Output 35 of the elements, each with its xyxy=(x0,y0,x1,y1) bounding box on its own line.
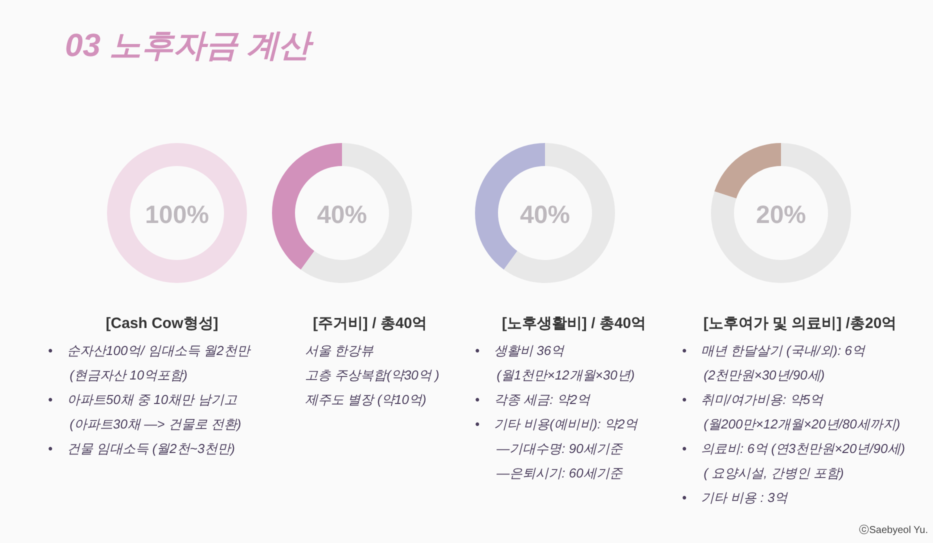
text: —은퇴시기: 60세기준 xyxy=(475,466,624,480)
text: 20% xyxy=(756,201,806,229)
text: 40% xyxy=(520,201,570,229)
text: (2천만원×30년/90세) xyxy=(682,368,825,382)
text: • 기타 비용(예비비): 약2억 xyxy=(475,416,639,432)
text: 40% xyxy=(316,201,368,229)
donut-slice xyxy=(300,143,412,283)
text: ( 요양시설, 간병인 포함) xyxy=(682,466,844,480)
text: [주거비] / 총40억 xyxy=(312,315,428,332)
donut-slice xyxy=(504,143,615,283)
text: (아파트30채 —> 건물로 전환) xyxy=(48,416,242,432)
text: • 생활비 36억 xyxy=(475,343,566,358)
donut-slice xyxy=(714,143,781,198)
text: [Cash Cow형성] xyxy=(106,315,218,332)
text: • 순자산100억/ 임대소득 월2천만 xyxy=(48,343,252,358)
text: • 각종 세금: 약2억 xyxy=(475,392,592,407)
text: • 아파트50채 중 10채만 남기고 xyxy=(48,392,238,407)
text: (월1천만×12개월×30년) xyxy=(475,368,635,382)
text: 100% xyxy=(145,201,209,229)
text: (현금자산 10억포함) xyxy=(48,368,188,382)
text: • 기타 비용 : 3억 xyxy=(682,490,789,505)
text: [노후여가 및 의료비] /총20억 xyxy=(703,315,897,332)
text: 고층 주상복합(약30억 ) xyxy=(305,368,440,382)
text: 03 노후자금 계산 xyxy=(65,27,314,63)
text: • 의료비: 6억 (연3천만원×20년/90세) xyxy=(682,441,906,456)
text: —기대수명: 90세기준 xyxy=(475,441,624,456)
text: [노후생활비] / 총40억 xyxy=(502,315,646,332)
text: ⓒSaebyeol Yu. xyxy=(859,524,928,536)
text: • 건물 임대소득 (월2천~3천만) xyxy=(48,441,235,456)
text: 제주도 별장 (약10억) xyxy=(305,392,426,407)
text: (월200만×12개월×20년/80세까지) xyxy=(682,416,900,432)
donut-slice xyxy=(711,143,851,283)
text: • 취미/여가비용: 약5억 xyxy=(682,392,824,407)
text: 서울 한강뷰 xyxy=(305,343,375,358)
text: • 매년 한달살기 (국내/외): 6억 xyxy=(682,343,866,358)
